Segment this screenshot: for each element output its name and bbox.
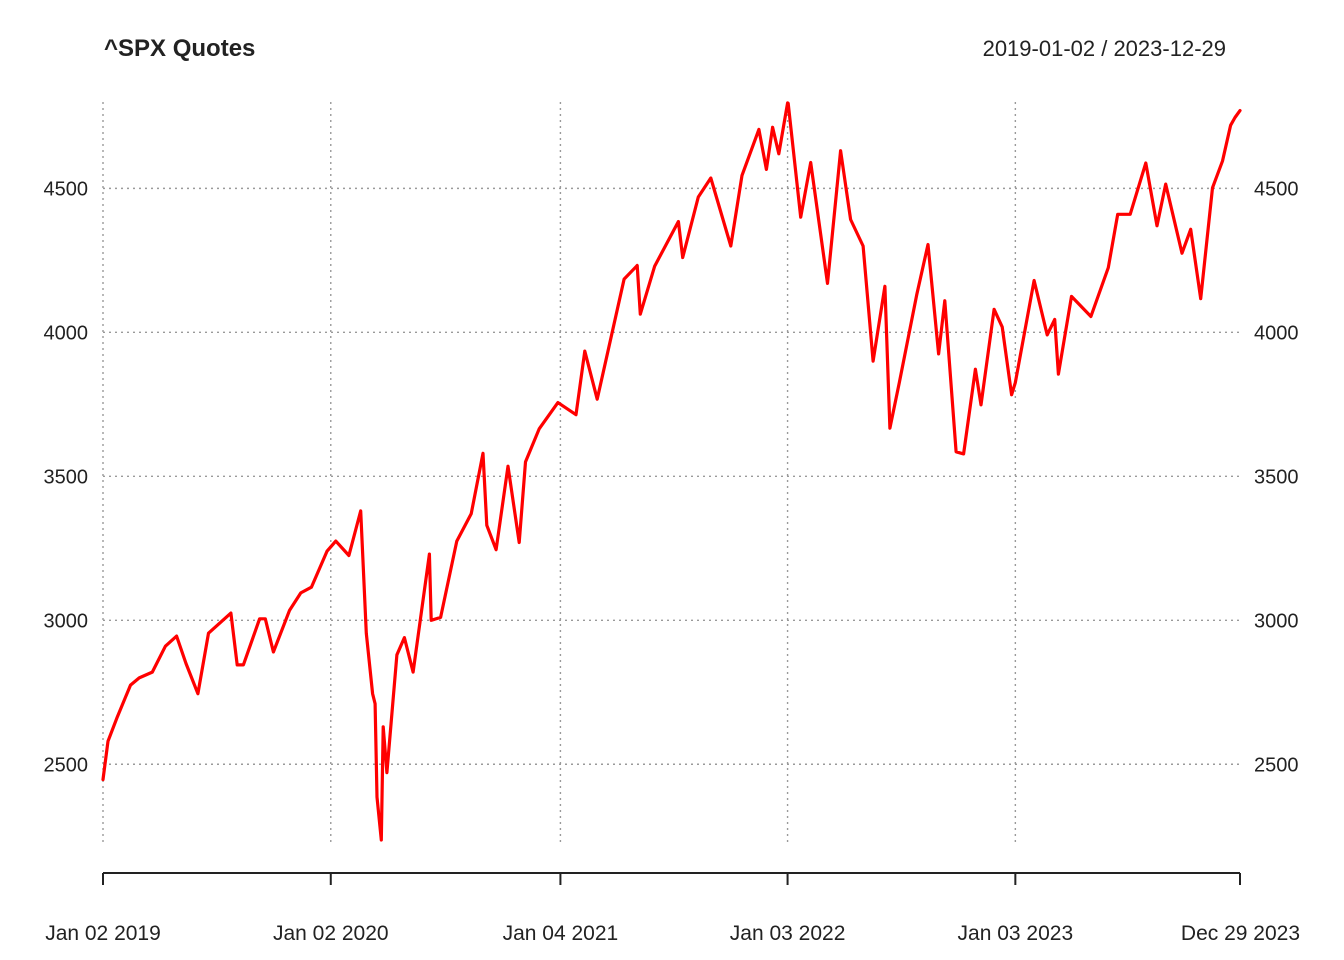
y-axis-right-labels: 2500 3000 3500 4000 4500 [1254, 178, 1299, 776]
y-tick-label-left: 4500 [44, 178, 89, 200]
y-tick-label-right: 4000 [1254, 322, 1299, 344]
x-tick-label: Dec 29 2023 [1181, 922, 1300, 945]
x-tick-label: Jan 03 2022 [730, 922, 846, 945]
grid-lines [102, 102, 1240, 842]
x-tick-label: Jan 02 2019 [45, 922, 161, 945]
y-tick-label-left: 2500 [44, 754, 89, 776]
x-tick-label: Jan 02 2020 [273, 922, 389, 945]
y-tick-label-right: 4500 [1254, 178, 1299, 200]
y-tick-label-left: 4000 [44, 322, 89, 344]
y-tick-label-right: 2500 [1254, 754, 1299, 776]
x-axis-labels: Jan 02 2019 Jan 02 2020 Jan 04 2021 Jan 03 … [45, 922, 1300, 945]
x-tick-label: Jan 03 2023 [958, 922, 1074, 945]
y-tick-label-left: 3500 [44, 466, 89, 488]
x-axis [102, 872, 1241, 885]
chart-date-range: 2019-01-02 / 2023-12-29 [983, 36, 1226, 61]
chart-title: ^SPX Quotes [104, 35, 255, 62]
series-line [101, 101, 1242, 842]
y-tick-label-right: 3500 [1254, 466, 1299, 488]
y-tick-label-right: 3000 [1254, 610, 1299, 632]
x-tick-label: Jan 04 2021 [503, 922, 619, 945]
y-tick-label-left: 3000 [44, 610, 89, 632]
y-axis-left-labels: 2500 3000 3500 4000 4500 [44, 178, 89, 776]
price-series [101, 101, 1242, 842]
